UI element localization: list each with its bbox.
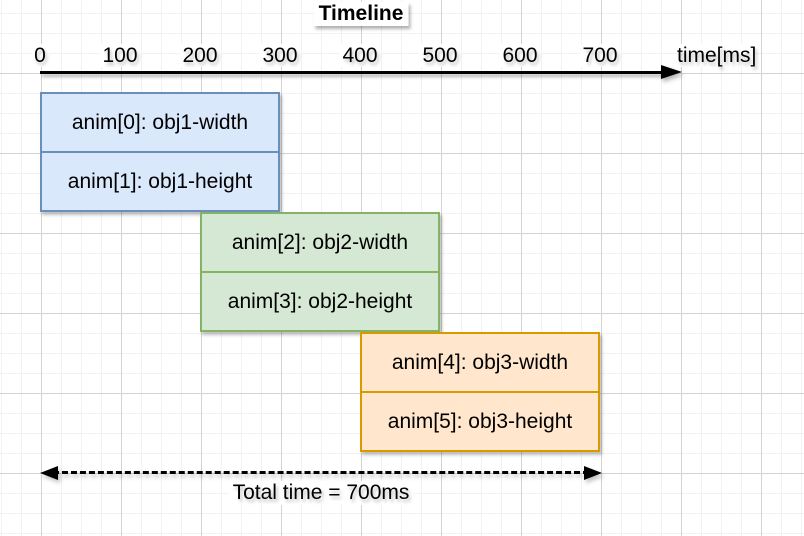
axis-tick-0: 0 (31, 44, 49, 67)
animation-bar-anim1: anim[1]: obj1-height (42, 151, 278, 210)
animation-bar-anim3: anim[3]: obj2-height (202, 271, 438, 330)
arrowhead-left-icon (40, 466, 58, 480)
animation-bar-anim0: anim[0]: obj1-width (71, 110, 249, 134)
axis-tick-100: 100 (99, 44, 141, 67)
total-time-label: Total time = 700ms (228, 481, 414, 505)
axis-tick-600: 600 (499, 44, 541, 67)
axis-tick-700: 700 (579, 44, 621, 67)
axis-tick-500: 500 (419, 44, 461, 67)
diagram-title: Timeline (313, 2, 409, 26)
dashed-line (53, 471, 589, 474)
axis-tick-200: 200 (179, 44, 221, 67)
arrowhead-right-icon (584, 466, 602, 480)
animation-group-obj1: anim[0]: obj1-width anim[1]: obj1-height (40, 92, 280, 212)
animation-group-obj3: anim[4]: obj3-width anim[5]: obj3-height (360, 332, 600, 452)
total-time-arrow (40, 466, 602, 482)
axis-tick-300: 300 (259, 44, 301, 67)
axis-unit-label: time[ms] (677, 44, 757, 67)
axis-line (40, 71, 664, 74)
animation-bar-anim4: anim[4]: obj3-width (391, 350, 569, 374)
animation-bar-anim2: anim[2]: obj2-width (231, 230, 409, 254)
axis-arrowhead-icon (661, 65, 682, 79)
axis-tick-400: 400 (339, 44, 381, 67)
animation-bar-anim5: anim[5]: obj3-height (362, 391, 598, 450)
animation-group-obj2: anim[2]: obj2-width anim[3]: obj2-height (200, 212, 440, 332)
